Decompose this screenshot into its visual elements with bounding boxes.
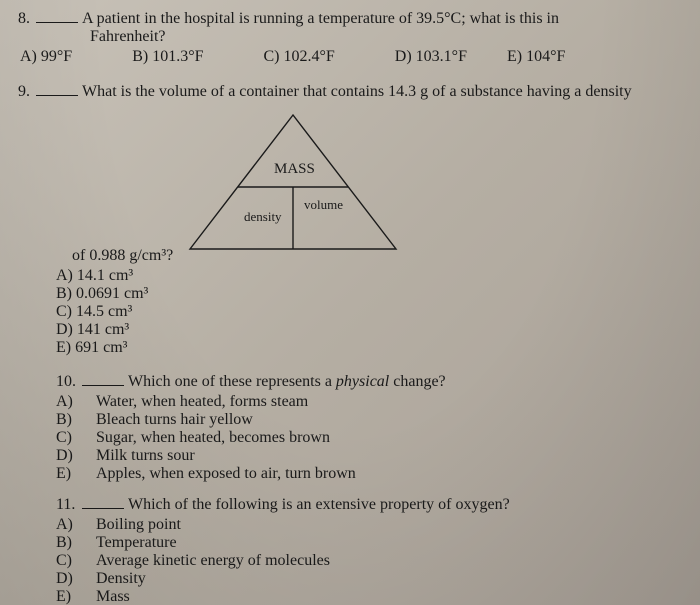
q10-d-text: Milk turns sour <box>96 447 195 465</box>
q8-choice-e: E) 104°F <box>507 48 565 66</box>
q10-line: 10. Which one of these represents a phys… <box>56 371 678 391</box>
question-8: 8. A patient in the hospital is running … <box>18 8 678 66</box>
q9-choice-d: D) 141 cm³ <box>56 321 678 339</box>
q11-a-label: A) <box>56 516 96 534</box>
q8-text-1: A patient in the hospital is running a t… <box>82 10 559 28</box>
q10-c-text: Sugar, when heated, becomes brown <box>96 429 330 447</box>
q8-choice-d: D) 103.1°F <box>395 48 467 66</box>
q8-number: 8. <box>18 10 36 28</box>
q9-choice-c-text: C) 14.5 cm³ <box>56 303 132 321</box>
q10-choice-b: B)Bleach turns hair yellow <box>56 411 678 429</box>
q10-text-post: change? <box>389 373 445 390</box>
q9-choice-e-text: E) 691 cm³ <box>56 339 127 357</box>
q11-choice-e: E)Mass <box>56 588 678 605</box>
q9-choice-b: B) 0.0691 cm³ <box>56 285 678 303</box>
q9-choices: A) 14.1 cm³ B) 0.0691 cm³ C) 14.5 cm³ D)… <box>56 267 678 357</box>
triangle-top-label: MASS <box>274 161 315 178</box>
q10-text-italic: physical <box>336 373 389 390</box>
q11-e-text: Mass <box>96 588 130 605</box>
q10-e-label: E) <box>56 465 96 483</box>
q9-choice-e: E) 691 cm³ <box>56 339 678 357</box>
q10-number: 10. <box>56 373 82 391</box>
triangle-right-label: volume <box>304 197 343 213</box>
q11-c-text: Average kinetic energy of molecules <box>96 552 330 570</box>
q11-b-text: Temperature <box>96 534 177 552</box>
q9-blank <box>36 80 78 95</box>
q9-choice-a: A) 14.1 cm³ <box>56 267 678 285</box>
worksheet-page: 8. A patient in the hospital is running … <box>0 0 700 605</box>
q9-number: 9. <box>18 83 36 101</box>
q10-blank <box>82 371 124 386</box>
q10-choice-a: A)Water, when heated, forms steam <box>56 393 678 411</box>
q11-blank <box>82 493 124 508</box>
q9-choice-a-text: A) 14.1 cm³ <box>56 267 133 285</box>
q11-d-label: D) <box>56 570 96 588</box>
question-10: 10. Which one of these represents a phys… <box>18 371 678 483</box>
q11-e-label: E) <box>56 588 96 605</box>
q9-choice-c: C) 14.5 cm³ <box>56 303 678 321</box>
q10-choice-d: D)Milk turns sour <box>56 447 678 465</box>
q10-b-label: B) <box>56 411 96 429</box>
q11-d-text: Density <box>96 570 146 588</box>
triangle-svg <box>178 107 408 257</box>
q10-e-text: Apples, when exposed to air, turn brown <box>96 465 356 483</box>
q9-line: 9. What is the volume of a container tha… <box>18 80 678 100</box>
q11-choice-a: A)Boiling point <box>56 516 678 534</box>
q10-d-label: D) <box>56 447 96 465</box>
q10-text-pre: Which one of these represents a <box>128 373 336 390</box>
q10-b-text: Bleach turns hair yellow <box>96 411 253 429</box>
q10-a-text: Water, when heated, forms steam <box>96 393 308 411</box>
q8-line1: 8. A patient in the hospital is running … <box>18 8 678 28</box>
q9-choice-b-text: B) 0.0691 cm³ <box>56 285 148 303</box>
question-9: 9. What is the volume of a container tha… <box>18 80 678 356</box>
question-11: 11. Which of the following is an extensi… <box>18 493 678 605</box>
q11-choice-b: B)Temperature <box>56 534 678 552</box>
q11-text: Which of the following is an extensive p… <box>128 496 510 514</box>
q8-text-2: Fahrenheit? <box>90 28 678 46</box>
q11-number: 11. <box>56 496 82 514</box>
q11-c-label: C) <box>56 552 96 570</box>
q11-b-label: B) <box>56 534 96 552</box>
q8-choices: A) 99°F B) 101.3°F C) 102.4°F D) 103.1°F… <box>20 48 678 66</box>
q9-text: What is the volume of a container that c… <box>82 83 632 101</box>
q11-choice-d: D)Density <box>56 570 678 588</box>
q10-c-label: C) <box>56 429 96 447</box>
q8-choice-b: B) 101.3°F <box>132 48 203 66</box>
q9-choice-d-text: D) 141 cm³ <box>56 321 129 339</box>
q10-a-label: A) <box>56 393 96 411</box>
q10-text: Which one of these represents a physical… <box>128 373 446 391</box>
q8-blank <box>36 8 78 23</box>
q10-choice-c: C)Sugar, when heated, becomes brown <box>56 429 678 447</box>
triangle-left-label: density <box>244 209 282 225</box>
density-triangle: MASS density volume <box>178 107 408 257</box>
q8-choice-c: C) 102.4°F <box>263 48 334 66</box>
q10-choices: A)Water, when heated, forms steam B)Blea… <box>56 393 678 483</box>
q10-choice-e: E)Apples, when exposed to air, turn brow… <box>56 465 678 483</box>
q8-choice-a: A) 99°F <box>20 48 72 66</box>
q11-choices: A)Boiling point B)Temperature C)Average … <box>56 516 678 605</box>
q11-choice-c: C)Average kinetic energy of molecules <box>56 552 678 570</box>
q11-line: 11. Which of the following is an extensi… <box>56 493 678 513</box>
q11-a-text: Boiling point <box>96 516 181 534</box>
